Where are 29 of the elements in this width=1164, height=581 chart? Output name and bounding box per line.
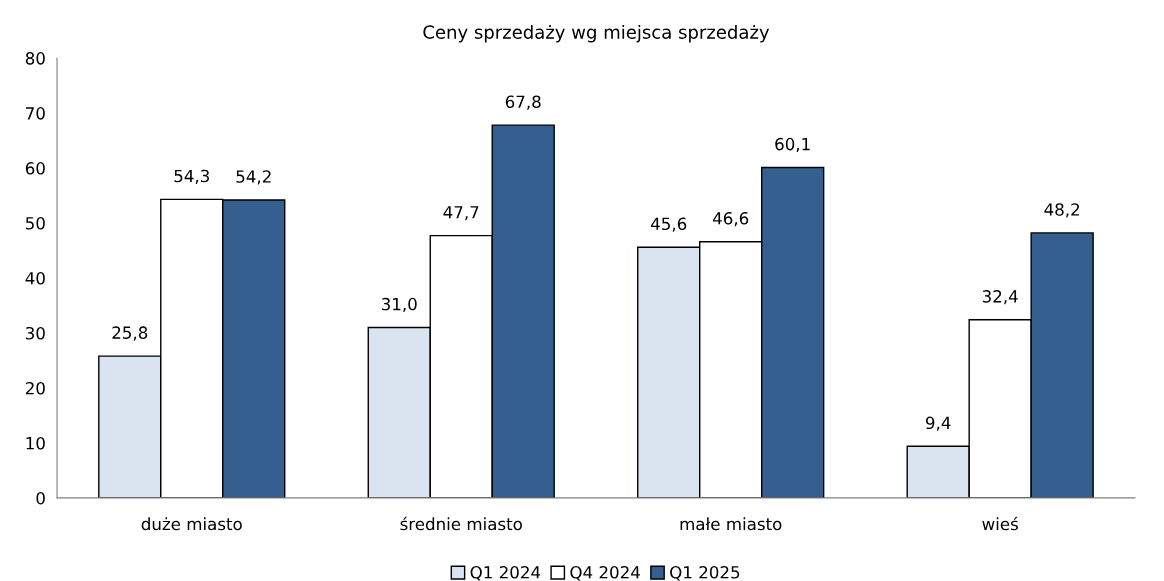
data-label: 48,2 bbox=[1044, 203, 1080, 218]
y-tick-label: 70 bbox=[26, 107, 45, 120]
y-tick-label: 20 bbox=[25, 381, 45, 395]
x-tick-label: małe miasto bbox=[680, 517, 782, 531]
data-label: 45,6 bbox=[650, 217, 687, 232]
y-tick-label: 0 bbox=[36, 491, 45, 505]
data-label: 47,7 bbox=[443, 206, 479, 221]
y-tick-label: 10 bbox=[26, 436, 45, 450]
data-label: 54,3 bbox=[174, 169, 209, 184]
y-tick-label: 40 bbox=[25, 271, 45, 285]
legend-label: Q4 2024 bbox=[570, 565, 640, 581]
chart-title: Ceny sprzedaży wg miejsca sprzedaży bbox=[423, 24, 770, 43]
x-tick-label: duże miasto bbox=[141, 517, 242, 531]
legend-label: Q1 2025 bbox=[670, 565, 740, 581]
data-label: 31,0 bbox=[381, 297, 417, 313]
data-label: 32,4 bbox=[982, 290, 1018, 305]
data-label: 9,4 bbox=[925, 416, 951, 431]
x-tick-label: wieś bbox=[982, 516, 1018, 531]
y-tick-label: 30 bbox=[25, 326, 45, 340]
x-tick-label: średnie miasto bbox=[400, 516, 522, 531]
y-tick-label: 60 bbox=[25, 162, 45, 175]
y-tick-label: 50 bbox=[26, 216, 45, 230]
data-label: 67,8 bbox=[505, 95, 541, 110]
data-label: 25,8 bbox=[112, 326, 148, 341]
legend-label: Q1 2024 bbox=[470, 565, 541, 581]
data-label: 54,2 bbox=[236, 170, 271, 185]
y-tick-label: 80 bbox=[25, 52, 45, 65]
data-label: 46,6 bbox=[712, 212, 749, 227]
data-label: 60,1 bbox=[775, 137, 810, 153]
